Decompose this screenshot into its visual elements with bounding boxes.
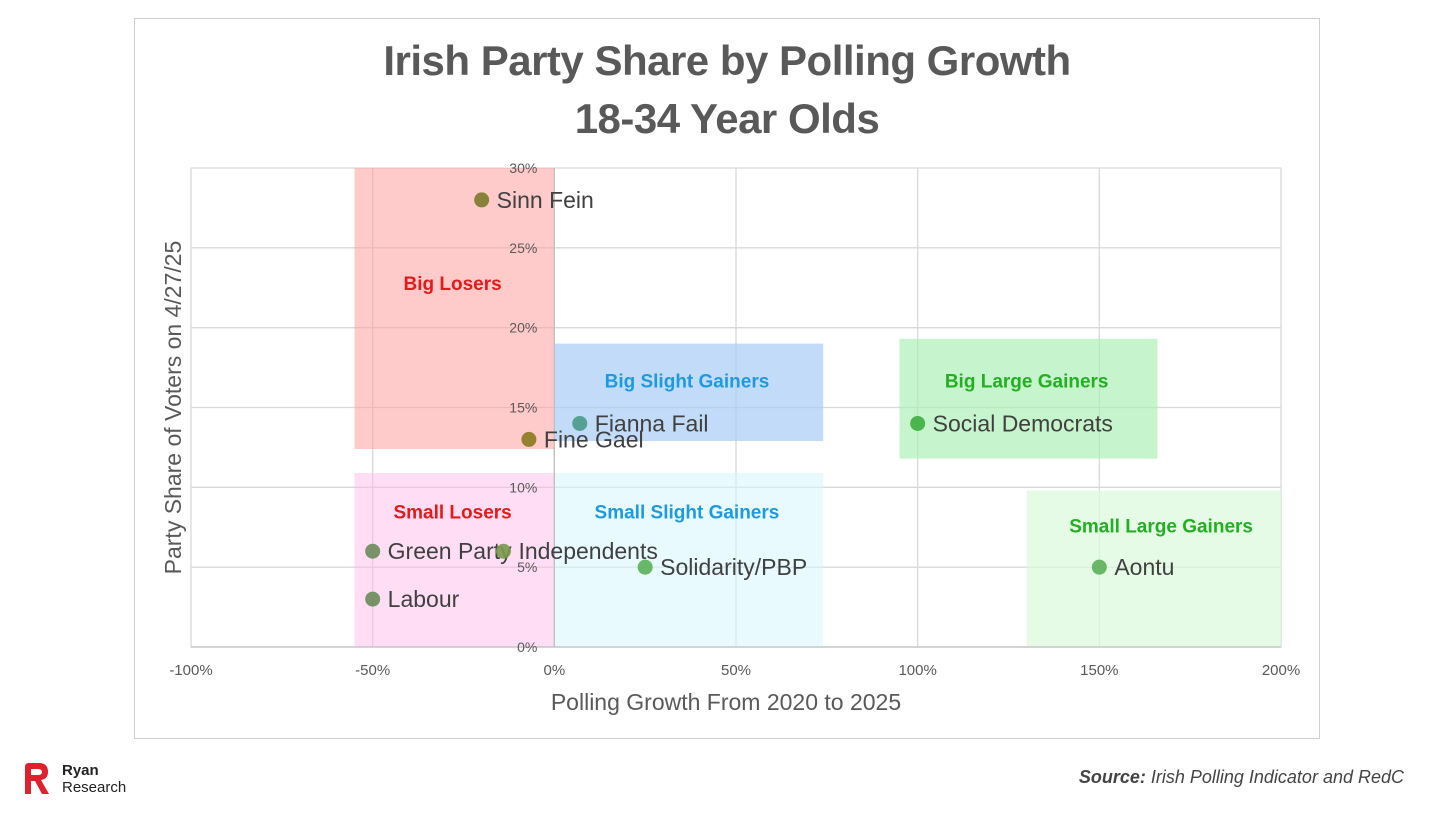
region-label: Small Large Gainers	[1069, 517, 1253, 538]
region-label: Big Slight Gainers	[605, 371, 770, 392]
region-label: Small Slight Gainers	[595, 502, 780, 523]
data-point	[365, 543, 381, 559]
region-small-large-gainers	[1026, 490, 1281, 647]
region-big-slight-gainers	[554, 343, 824, 442]
data-label: Sinn Fein	[497, 187, 594, 213]
source-label: Source:	[1078, 767, 1146, 787]
x-tick-label: 150%	[1080, 662, 1118, 679]
data-point	[1091, 559, 1107, 575]
x-tick-label: 50%	[721, 662, 751, 679]
data-label: Green Party	[388, 538, 512, 564]
y-tick-label: 15%	[509, 400, 537, 416]
region-label: Small Losers	[393, 502, 511, 523]
data-point	[572, 415, 588, 431]
x-tick-label: -50%	[355, 662, 390, 679]
data-label: Labour	[388, 586, 460, 612]
data-point	[521, 431, 537, 447]
logo-wordmark: Ryan Research	[62, 762, 126, 796]
region-small-losers	[354, 472, 555, 647]
chart-subtitle: 18-34 Year Olds	[574, 95, 880, 142]
data-label: Fine Gael	[544, 426, 644, 452]
y-tick-label: 30%	[509, 160, 537, 176]
x-tick-label: 0%	[543, 662, 565, 679]
data-point	[495, 543, 511, 559]
x-tick-label: 100%	[898, 662, 936, 679]
y-tick-label: 25%	[509, 240, 537, 256]
x-axis-title: Polling Growth From 2020 to 2025	[551, 689, 901, 715]
region-big-large-gainers	[899, 338, 1158, 459]
y-tick-label: 0%	[517, 639, 537, 655]
logo-line2: Research	[62, 779, 127, 796]
y-tick-label: 10%	[509, 479, 537, 495]
data-label: Fianna Fail	[595, 410, 709, 436]
data-point	[910, 415, 926, 431]
y-tick-label: 5%	[517, 559, 537, 575]
region-small-slight-gainers	[554, 472, 824, 647]
x-tick-label: 200%	[1262, 662, 1300, 679]
x-tick-label: -100%	[169, 662, 212, 679]
region-big-losers	[354, 168, 555, 450]
data-label: Social Democrats	[933, 410, 1113, 436]
data-label: Solidarity/PBP	[660, 554, 807, 580]
ryan-research-logo-icon	[25, 763, 49, 794]
data-label: Aontu	[1114, 554, 1174, 580]
region-label: Big Large Gainers	[945, 371, 1109, 392]
logo-line1: Ryan	[62, 762, 99, 779]
y-tick-label: 20%	[509, 320, 537, 336]
chart-title-line1: Irish Party Share by Polling Growth	[383, 37, 1071, 84]
data-point	[365, 591, 381, 607]
source-note: Source: Irish Polling Indicator and RedC	[1079, 767, 1404, 788]
y-axis-title: Party Share of Voters on 4/27/25	[160, 241, 186, 575]
data-label: Independents	[518, 538, 657, 564]
chart-title: Irish Party Share by Polling Growth 18-3…	[134, 32, 1320, 148]
data-point	[637, 559, 653, 575]
source-text: Irish Polling Indicator and RedC	[1145, 767, 1404, 787]
region-label: Big Losers	[403, 274, 501, 295]
data-point	[474, 192, 490, 208]
